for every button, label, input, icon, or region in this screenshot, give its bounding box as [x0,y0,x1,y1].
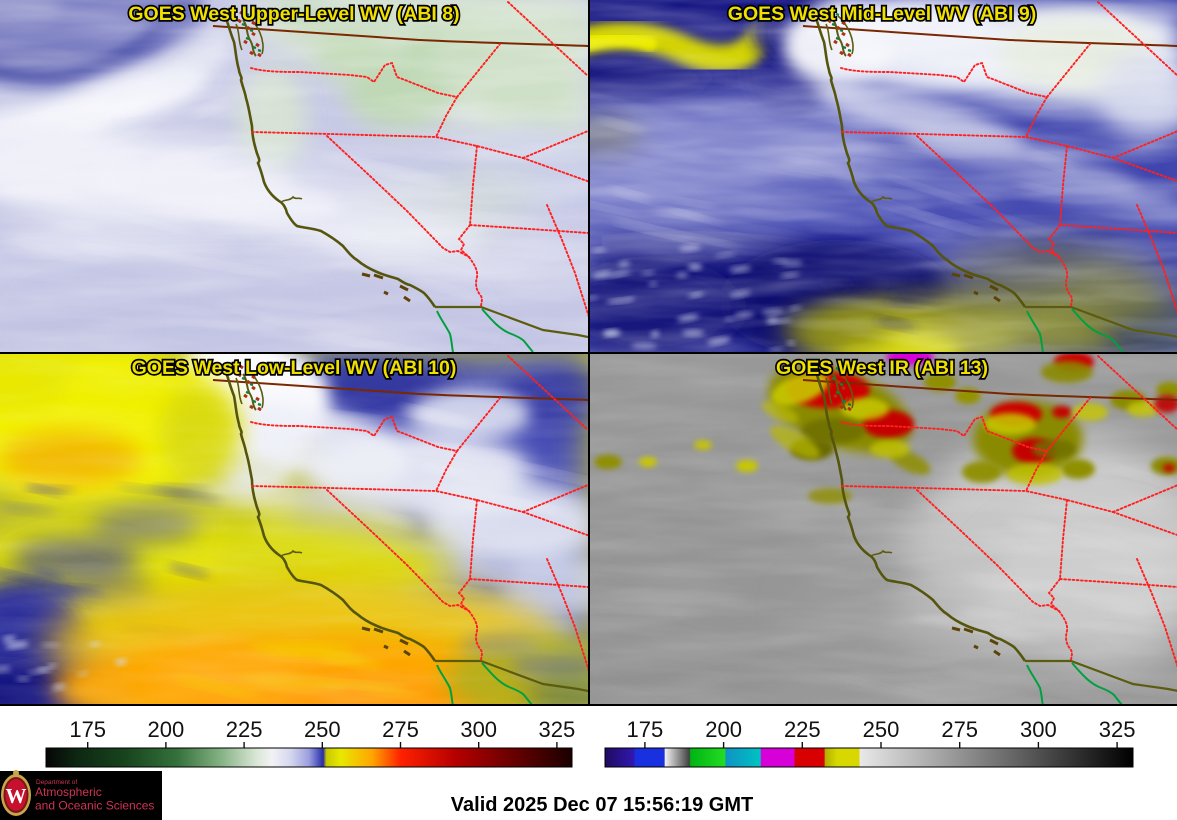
svg-text:GOES West IR (ABI 13): GOES West IR (ABI 13) [776,357,988,379]
svg-text:250: 250 [863,717,900,742]
svg-text:325: 325 [539,717,576,742]
svg-text:250: 250 [304,717,341,742]
svg-text:Atmospheric: Atmospheric [35,785,102,799]
svg-text:200: 200 [705,717,742,742]
svg-text:175: 175 [627,717,664,742]
svg-text:and Oceanic Sciences: and Oceanic Sciences [35,799,154,813]
svg-text:225: 225 [226,717,263,742]
svg-text:300: 300 [460,717,497,742]
svg-text:275: 275 [941,717,978,742]
svg-text:225: 225 [784,717,821,742]
svg-text:GOES West Mid-Level WV (ABI 9): GOES West Mid-Level WV (ABI 9) [728,3,1036,25]
svg-text:GOES West Low-Level WV (ABI 10: GOES West Low-Level WV (ABI 10) [132,357,457,379]
svg-text:W: W [6,784,27,808]
svg-text:175: 175 [69,717,106,742]
svg-text:325: 325 [1099,717,1136,742]
svg-text:300: 300 [1020,717,1057,742]
svg-text:Valid 2025 Dec 07 15:56:19 GMT: Valid 2025 Dec 07 15:56:19 GMT [451,794,753,816]
svg-text:GOES West Upper-Level WV (ABI: GOES West Upper-Level WV (ABI 8) [128,3,459,25]
svg-text:Department of: Department of [36,779,77,786]
svg-text:200: 200 [148,717,185,742]
svg-text:275: 275 [382,717,419,742]
